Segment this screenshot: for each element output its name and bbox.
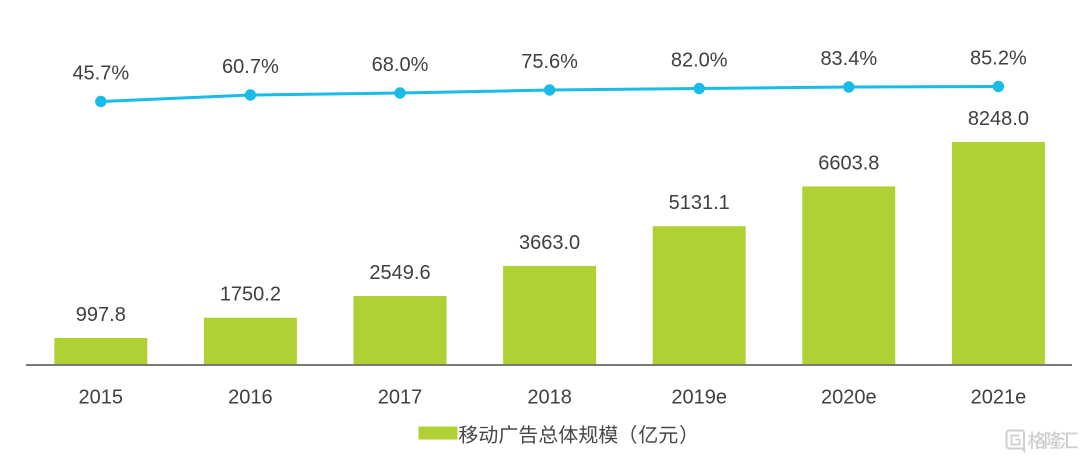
svg-text:45.7%: 45.7% [72,63,129,85]
svg-text:2016: 2016 [228,387,273,409]
svg-text:1750.2: 1750.2 [220,284,281,306]
svg-text:75.6%: 75.6% [521,51,578,73]
svg-text:3663.0: 3663.0 [519,232,580,254]
svg-text:2018: 2018 [527,387,572,409]
svg-text:82.0%: 82.0% [671,50,728,72]
svg-text:85.2%: 85.2% [970,48,1027,70]
svg-text:60.7%: 60.7% [222,56,279,78]
svg-text:83.4%: 83.4% [820,48,877,70]
svg-text:5131.1: 5131.1 [669,192,730,214]
svg-text:2015: 2015 [79,387,124,409]
svg-text:68.0%: 68.0% [372,54,429,76]
svg-text:2021e: 2021e [971,387,1027,409]
svg-text:6603.8: 6603.8 [818,152,879,174]
svg-text:997.8: 997.8 [76,304,126,326]
svg-text:2019e: 2019e [671,387,727,409]
svg-text:2549.6: 2549.6 [369,262,430,284]
svg-text:2017: 2017 [378,387,423,409]
svg-text:8248.0: 8248.0 [968,108,1029,130]
svg-text:2020e: 2020e [821,387,877,409]
